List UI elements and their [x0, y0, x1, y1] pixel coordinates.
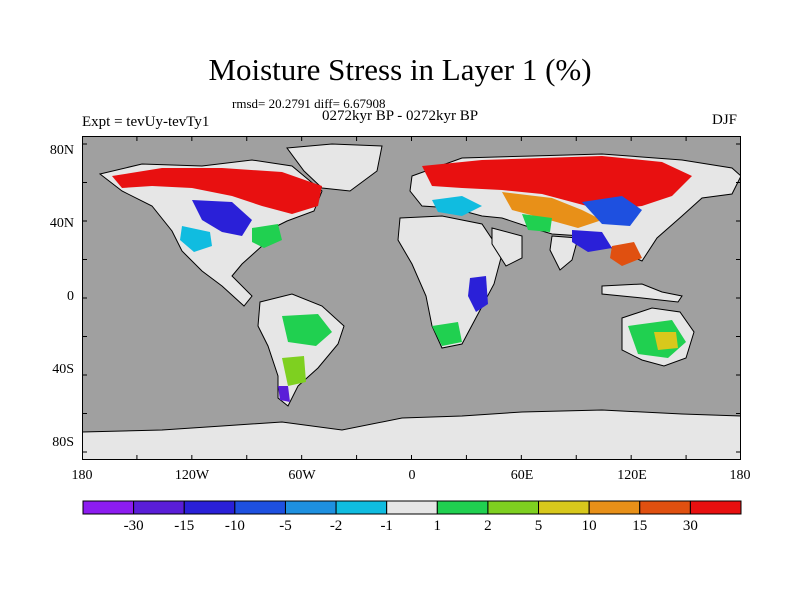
colorbar-label: -15: [174, 518, 195, 534]
colorbar-swatch: [335, 500, 388, 515]
colorbar-label: 1: [433, 518, 442, 534]
patch-aus-yellow: [654, 332, 678, 350]
land-greenland: [286, 143, 383, 192]
patch-sa-green2: [282, 356, 306, 386]
patch-eurasia-red: [422, 156, 692, 210]
colorbar-label: 15: [632, 518, 648, 534]
colorbar-swatch: [386, 500, 438, 515]
patch-china-orange: [610, 242, 642, 266]
patch-sa-green: [282, 314, 332, 346]
colorbar-label: 5: [534, 518, 543, 534]
patch-eurasia-orange: [502, 192, 602, 228]
patch-na-green: [252, 224, 282, 248]
land-antarctica: [82, 409, 741, 460]
lon-label-120e: 120E: [617, 468, 647, 483]
experiment-label: Expt = tevUy-tevTy1: [82, 114, 210, 130]
lat-label-40s: 40S: [52, 362, 74, 377]
colorbar-label: 30: [682, 518, 698, 534]
colorbar-label: -5: [279, 518, 292, 534]
colorbar-swatch: [588, 500, 641, 515]
patch-africa-blue: [468, 276, 488, 312]
season-label: DJF: [712, 112, 738, 128]
stats-text: rmsd= 20.2791 diff= 6.67908: [232, 96, 386, 111]
world-map: [82, 136, 741, 460]
lon-label-0: 0: [408, 468, 416, 483]
lon-label-60e: 60E: [510, 468, 534, 483]
patch-eurasia-green: [522, 214, 552, 232]
colorbar-swatch: [487, 500, 540, 515]
colorbar-swatch: [183, 500, 236, 515]
colorbar: [82, 500, 742, 515]
land-africa: [397, 215, 503, 349]
colorbar-swatch: [234, 500, 286, 515]
stress-patches: [112, 156, 692, 402]
patch-eurasia-cyan: [432, 196, 482, 216]
patch-eurasia-blue2: [572, 230, 612, 252]
period-text: 0272kyr BP - 0272kyr BP: [322, 108, 479, 124]
colorbar-swatch: [82, 500, 135, 515]
colorbar-swatch: [538, 500, 590, 515]
lon-label-180w: 180: [71, 468, 93, 483]
colorbar-swatch: [689, 500, 742, 515]
lon-label-120w: 120W: [174, 468, 210, 483]
colorbar-label: -2: [329, 518, 343, 534]
lat-label-80s: 80S: [52, 435, 74, 450]
colorbar-swatch: [284, 500, 337, 515]
map-title: Moisture Stress in Layer 1 (%): [208, 52, 592, 87]
colorbar-label: -1: [380, 518, 393, 534]
lat-label-40n: 40N: [49, 216, 74, 231]
patch-eurasia-blue: [582, 196, 642, 226]
patch-africa-green: [432, 322, 462, 346]
patch-na-cyan: [180, 226, 212, 252]
colorbar-swatch: [133, 500, 185, 515]
colorbar-swatch: [639, 500, 691, 515]
colorbar-label: 10: [581, 518, 597, 534]
colorbar-label: -10: [224, 518, 245, 534]
patch-na-red: [112, 168, 322, 214]
patch-na-blue: [192, 200, 252, 236]
patch-sa-purple: [278, 386, 290, 402]
land-indonesia: [601, 283, 683, 303]
lon-label-180e: 180: [729, 468, 751, 483]
land-arabia: [491, 227, 523, 267]
lon-label-60w: 60W: [288, 468, 316, 483]
colorbar-label: -30: [123, 518, 144, 534]
colorbar-label: 2: [484, 518, 492, 534]
lat-label-0: 0: [67, 289, 74, 304]
lat-label-80n: 80N: [49, 143, 74, 158]
colorbar-swatch: [436, 500, 489, 515]
